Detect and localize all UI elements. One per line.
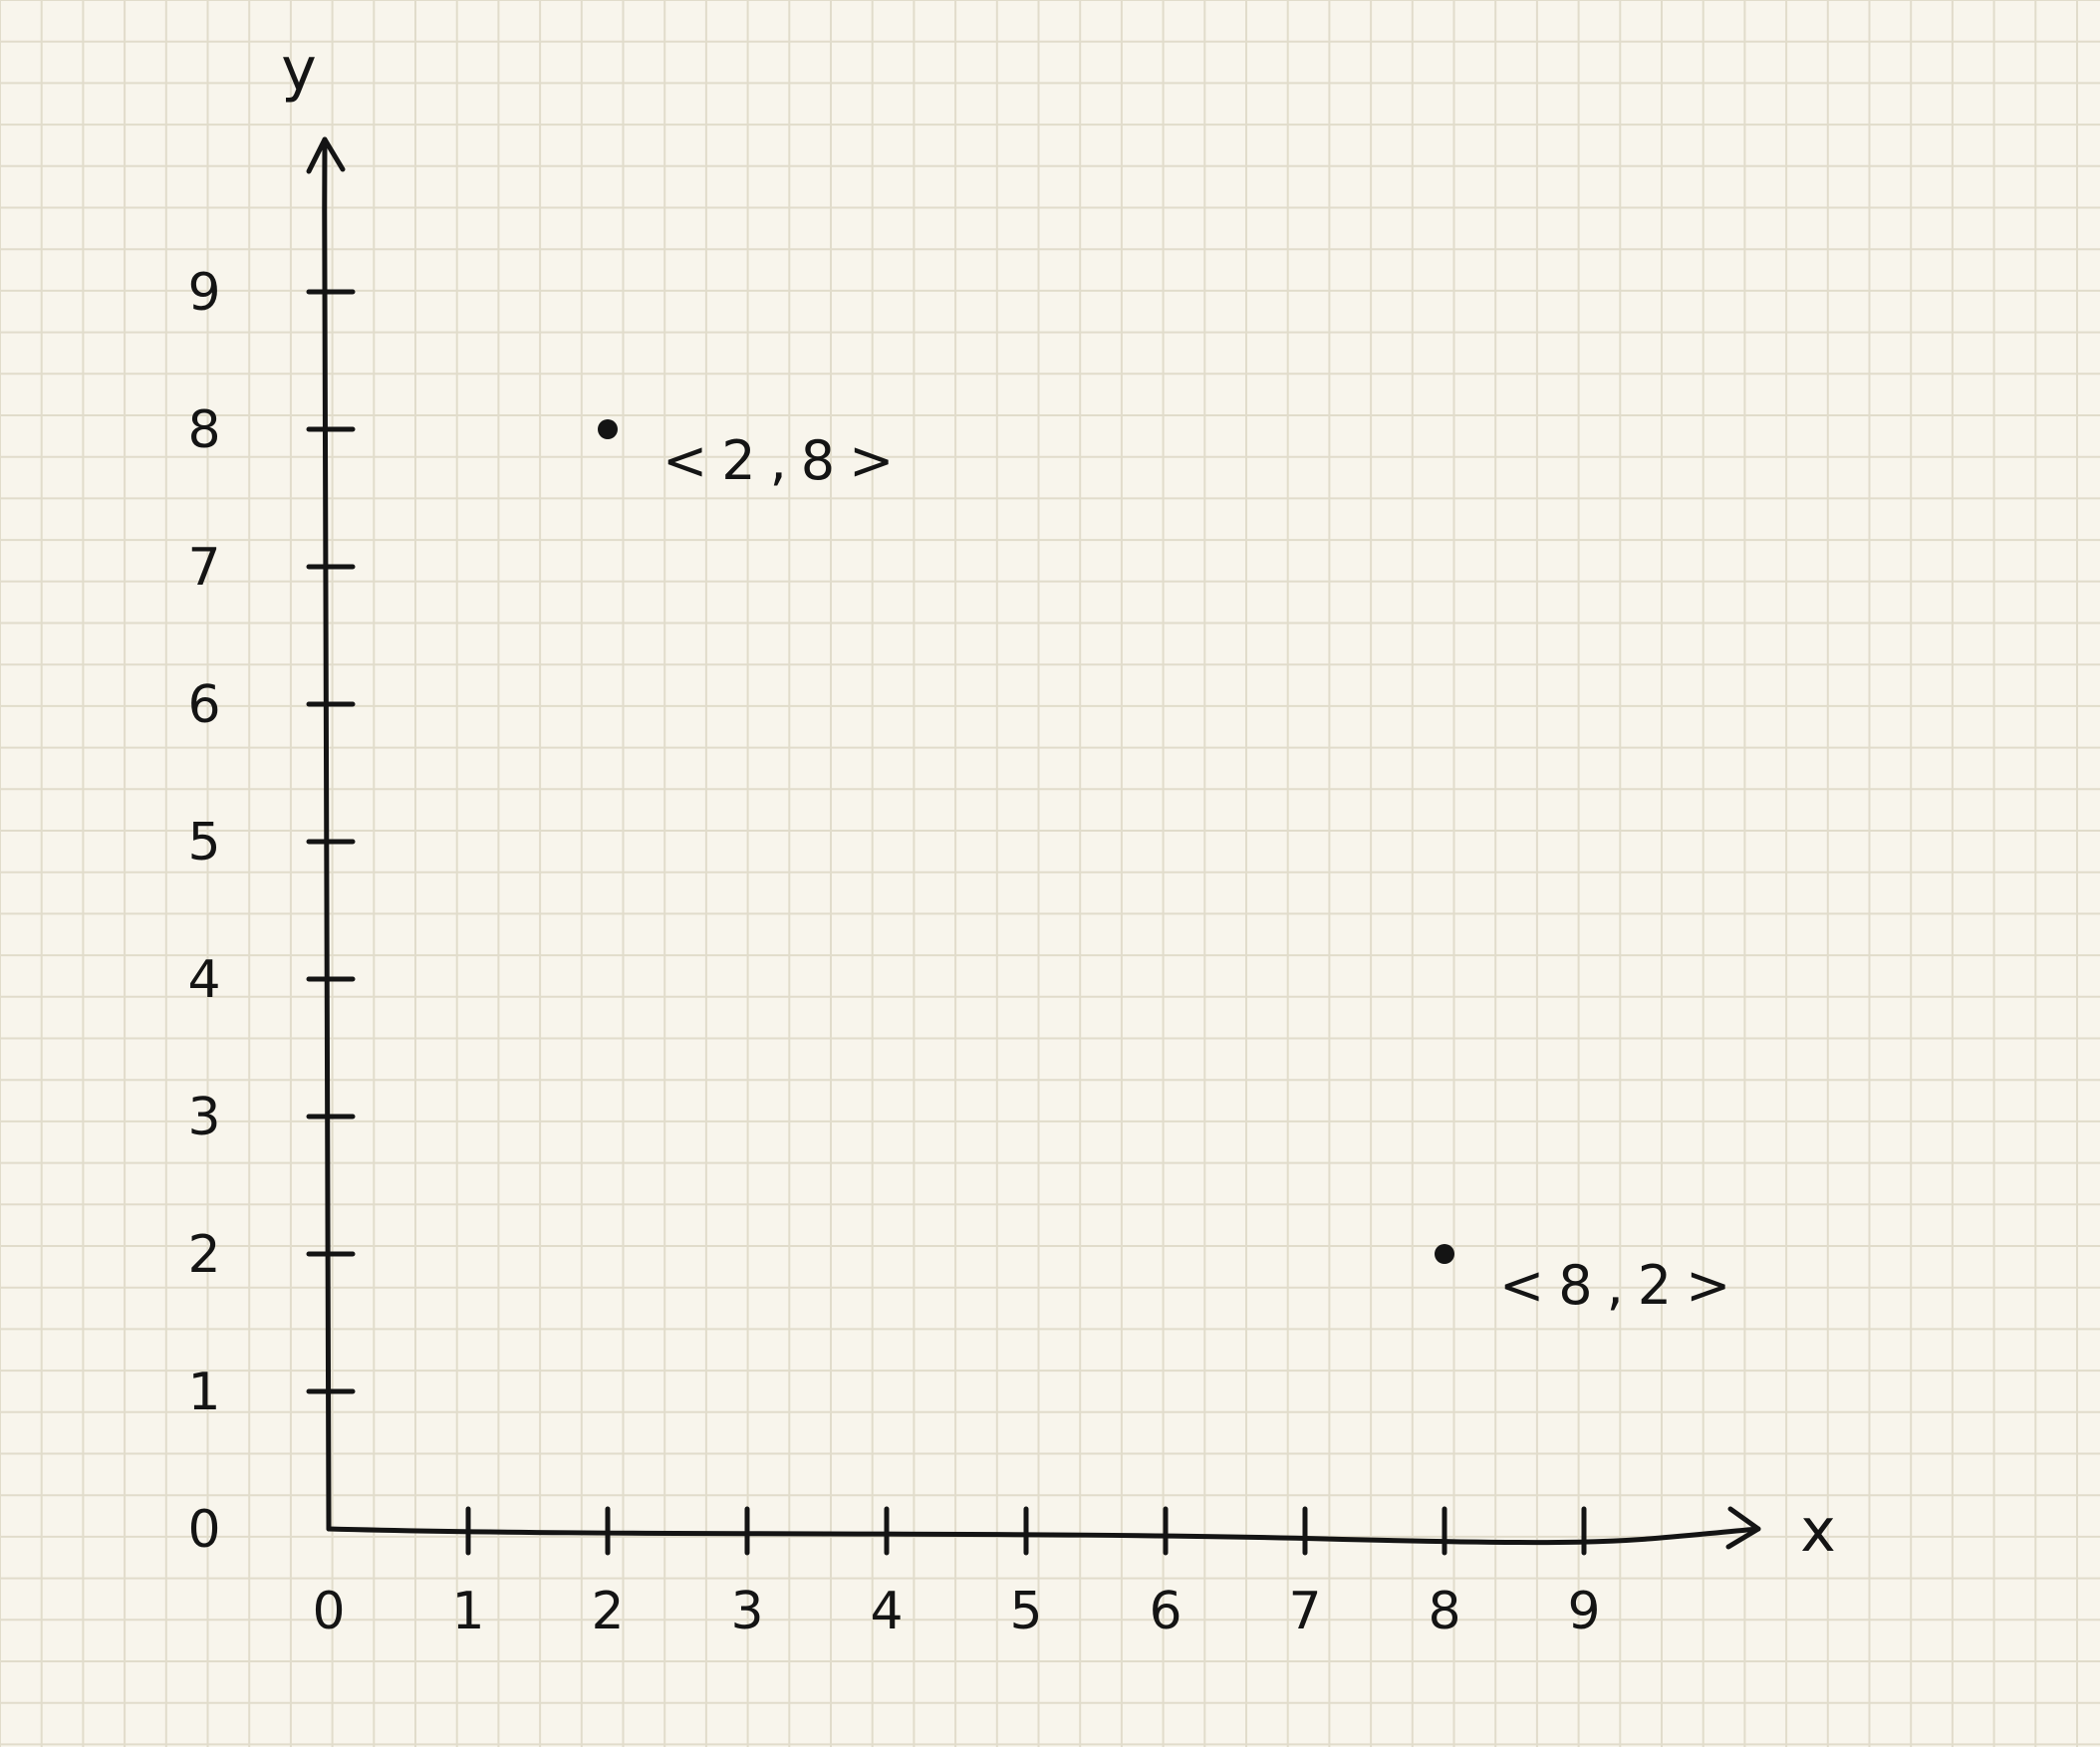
y-axis-ticks: 0 1 2 3 4 5 6 7 8 9 [187, 263, 356, 1560]
y-axis-title: y [281, 35, 317, 105]
x-axis-title: x [1800, 1496, 1836, 1566]
y-tick-label: 9 [187, 263, 220, 323]
x-tick-label: 4 [870, 1582, 903, 1641]
y-tick-label: 5 [187, 813, 220, 873]
x-tick-label: 5 [1009, 1582, 1042, 1641]
x-tick-label: 1 [451, 1582, 484, 1641]
y-axis-line [321, 136, 332, 1532]
y-tick-label: 3 [187, 1088, 220, 1147]
data-point [1435, 1244, 1454, 1264]
x-tick-label: 7 [1288, 1582, 1321, 1641]
y-tick-label: 4 [187, 950, 220, 1010]
data-points: <2,8> <8,2> [598, 419, 1744, 1317]
x-tick-label: 0 [312, 1582, 345, 1641]
x-tick-label: 3 [730, 1582, 763, 1641]
y-tick-label: 7 [187, 538, 220, 598]
x-tick-label: 6 [1149, 1582, 1181, 1641]
x-tick-label: 2 [591, 1582, 624, 1641]
y-tick-label: 0 [187, 1500, 220, 1560]
y-tick-label: 6 [187, 675, 220, 735]
data-point-label: <8,2> [1499, 1254, 1744, 1317]
y-tick-label: 1 [187, 1363, 220, 1422]
data-point [598, 419, 618, 439]
x-tick-label: 9 [1567, 1582, 1600, 1641]
x-axis-ticks: 0 1 2 3 4 5 6 7 8 9 [312, 1506, 1601, 1641]
x-axis-arrowhead [1725, 1506, 1761, 1550]
axes: xy [281, 35, 1836, 1566]
y-axis-arrowhead [306, 136, 346, 174]
x-axis-line [326, 1526, 1761, 1546]
x-tick-label: 8 [1428, 1582, 1460, 1641]
y-tick-label: 2 [187, 1225, 220, 1285]
y-tick-label: 8 [187, 400, 220, 460]
data-point-label: <2,8> [662, 429, 908, 492]
